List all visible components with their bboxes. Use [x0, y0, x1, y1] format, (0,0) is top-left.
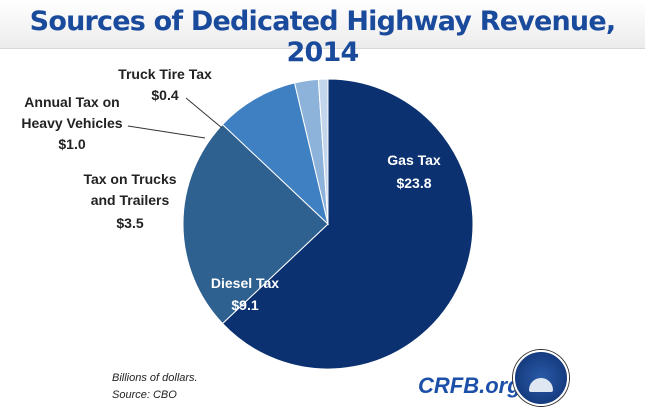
data-label-3-1: Heavy Vehicles [21, 115, 122, 131]
header-bar: Sources of Dedicated Highway Revenue, 20… [0, 0, 645, 68]
data-label-2-0: Tax on Trucks [83, 171, 176, 187]
data-label-3-0: Annual Tax on [24, 94, 119, 110]
data-label-2-2: $3.5 [116, 215, 143, 231]
capitol-logo-icon [513, 350, 569, 406]
brand-text[interactable]: CRFB.org [418, 373, 521, 398]
unit-note: Billions of dollars. [112, 372, 198, 384]
data-label-0-0: Gas Tax [387, 152, 441, 168]
source-note: Source: CBO [112, 389, 177, 401]
pie-slice-2 [221, 82, 329, 226]
leader-line-annual [127, 125, 206, 139]
chart-title: Sources of Dedicated Highway Revenue, 20… [29, 6, 616, 68]
data-label-2-1: and Trailers [91, 192, 170, 208]
data-label-1-1: $9.1 [231, 297, 258, 313]
data-label-4-1: $0.4 [151, 87, 178, 103]
pie-slice-4 [317, 78, 329, 225]
data-label-1-0: Diesel Tax [211, 275, 279, 291]
pie-slice-1 [182, 123, 329, 325]
data-label-3-2: $1.0 [58, 136, 85, 152]
leader-line-tire [185, 97, 223, 129]
data-label-4-0: Truck Tire Tax [118, 66, 212, 82]
pie-slice-0 [221, 78, 474, 370]
data-label-0-1: $23.8 [396, 175, 431, 191]
